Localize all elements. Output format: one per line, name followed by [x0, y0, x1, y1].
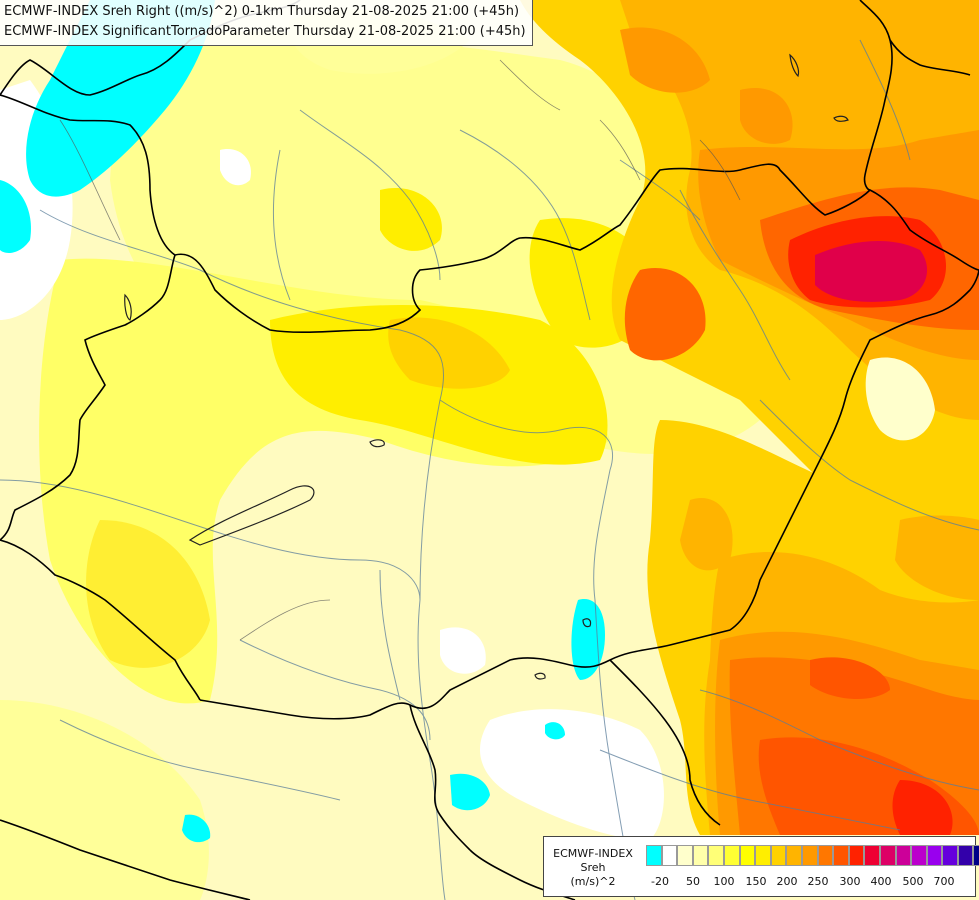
legend-swatch [911, 845, 927, 866]
legend-swatch [973, 845, 979, 866]
legend-swatch [723, 845, 740, 866]
legend-swatch [786, 845, 802, 866]
legend-swatch [770, 845, 787, 866]
legend-tick-label: 300 [839, 875, 861, 888]
sreh-field-negative [0, 0, 605, 843]
legend-tick-label: 50 [686, 875, 700, 888]
legend-swatch [801, 845, 818, 866]
lakes [124, 53, 849, 680]
legend-parameter: Sreh [580, 861, 606, 874]
legend-swatch [739, 845, 756, 866]
legend-swatch [942, 845, 958, 866]
legend-tick-label: 100 [713, 875, 735, 888]
sreh-field-southeast [647, 420, 979, 835]
legend-ticks: -20 50 100 150 200 250 300 400 500 700 [646, 875, 974, 889]
legend-swatch [895, 845, 912, 866]
legend-swatch [848, 845, 865, 866]
legend-model: ECMWF-INDEX [553, 847, 633, 860]
legend-swatch [755, 845, 771, 866]
legend-tick-label: 150 [745, 875, 767, 888]
sreh-field-orange [520, 0, 979, 568]
legend-swatch [957, 845, 974, 866]
legend-tick-label: 500 [902, 875, 924, 888]
legend-swatch [926, 845, 943, 866]
legend-swatch [833, 845, 849, 866]
map-title: ECMWF-INDEX Sreh Right ((m/s)^2) 0-1km T… [0, 0, 533, 46]
legend-swatch [661, 845, 678, 866]
legend-swatch [879, 845, 896, 866]
legend-swatch [708, 845, 724, 866]
title-line-stp: ECMWF-INDEX SignificantTornadoParameter … [4, 24, 526, 39]
legend-unit: (m/s)^2 [570, 875, 616, 888]
legend-swatch [817, 845, 834, 866]
legend-swatch [692, 845, 709, 866]
legend-tick-label: 250 [807, 875, 829, 888]
legend-tick-label: -20 [651, 875, 669, 888]
title-line-sreh: ECMWF-INDEX Sreh Right ((m/s)^2) 0-1km T… [4, 4, 520, 19]
legend-tick-label: 400 [870, 875, 892, 888]
rivers [0, 39, 979, 900]
legend-tick-label: 700 [933, 875, 955, 888]
legend-swatch [864, 845, 880, 866]
legend-swatch [677, 845, 693, 866]
region-borders [59, 59, 741, 641]
legend-swatches [646, 845, 979, 866]
legend-swatch [646, 845, 662, 866]
legend-label: ECMWF-INDEX Sreh (m/s)^2 [548, 847, 638, 889]
legend-tick-label: 200 [776, 875, 798, 888]
color-legend: ECMWF-INDEX Sreh (m/s)^2 -20 50 100 150 200 2… [543, 836, 979, 897]
